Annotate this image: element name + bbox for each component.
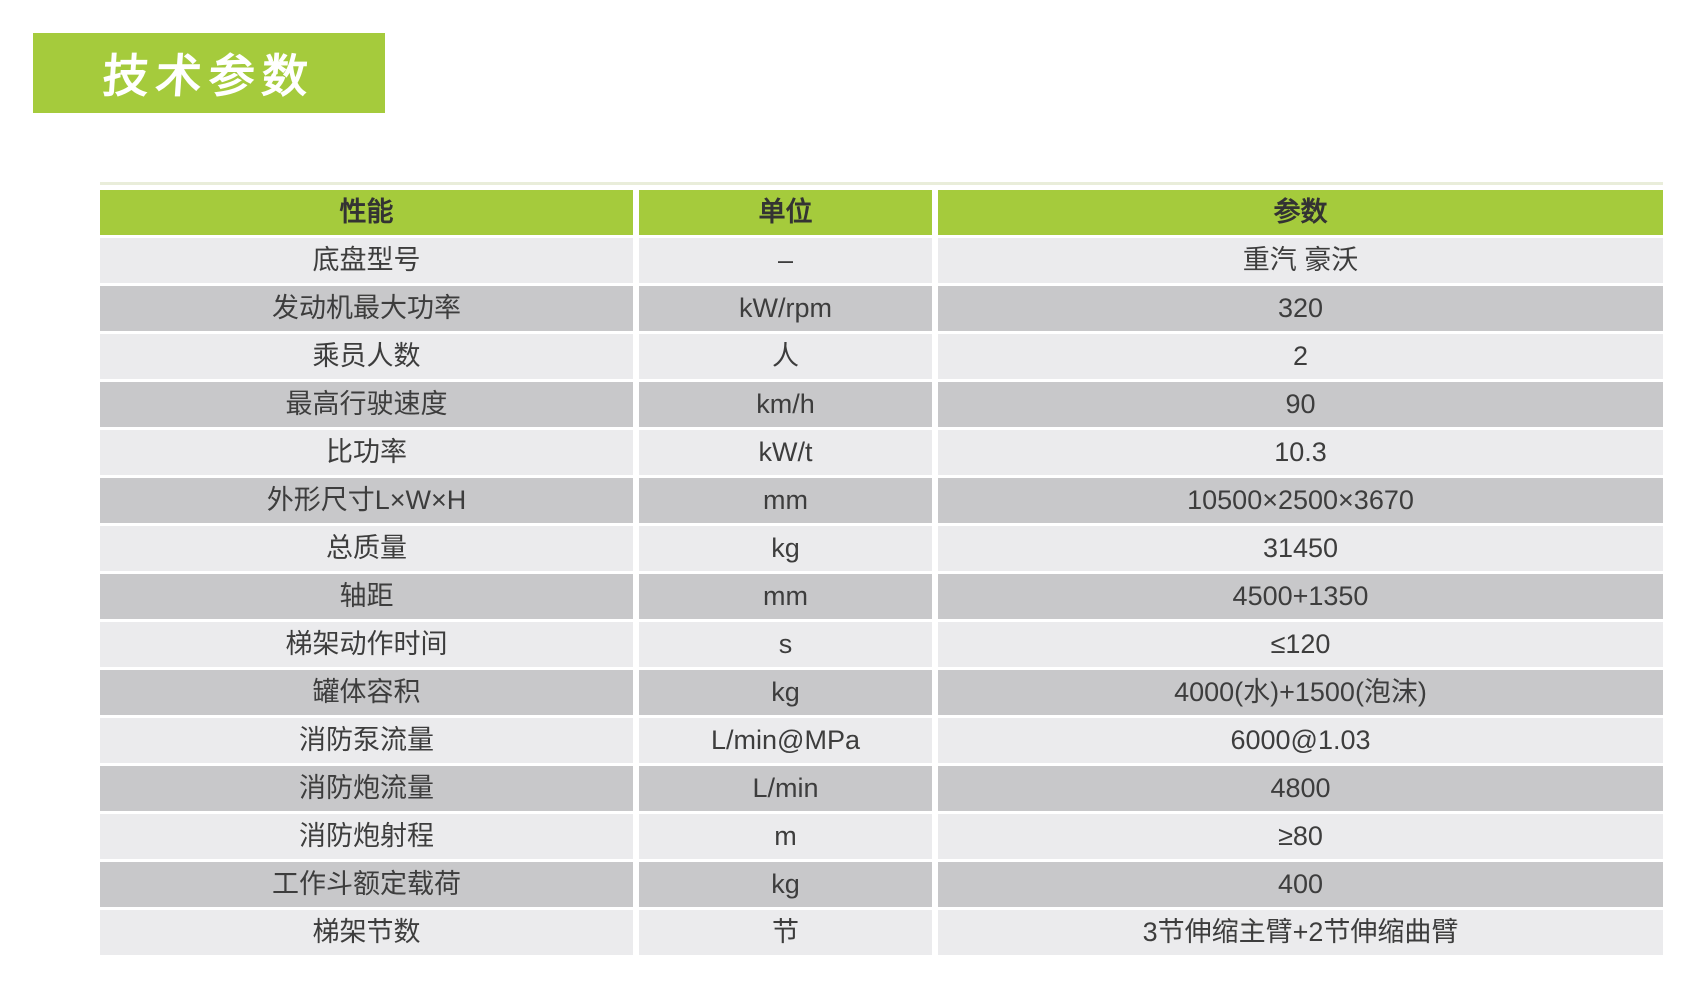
- row-name-cell: 乘员人数: [100, 334, 633, 379]
- row-unit-cell: –: [639, 238, 932, 283]
- row-value-cell: ≥80: [938, 814, 1663, 859]
- row-value-cell: 4500+1350: [938, 574, 1663, 619]
- row-unit-cell: kg: [639, 526, 932, 571]
- row-value-cell: 3节伸缩主臂+2节伸缩曲臂: [938, 910, 1663, 955]
- row-unit-cell: km/h: [639, 382, 932, 427]
- row-name-cell: 轴距: [100, 574, 633, 619]
- row-value-cell: ≤120: [938, 622, 1663, 667]
- row-value-cell: 90: [938, 382, 1663, 427]
- row-name-cell: 底盘型号: [100, 238, 633, 283]
- column-header-unit: 单位: [639, 190, 932, 235]
- row-unit-cell: L/min@MPa: [639, 718, 932, 763]
- table-top-rule: [100, 182, 1663, 185]
- row-value-cell: 6000@1.03: [938, 718, 1663, 763]
- row-value-cell: 10500×2500×3670: [938, 478, 1663, 523]
- row-unit-cell: kW/rpm: [639, 286, 932, 331]
- row-name-cell: 消防炮射程: [100, 814, 633, 859]
- row-name-cell: 罐体容积: [100, 670, 633, 715]
- row-value-cell: 31450: [938, 526, 1663, 571]
- row-name-cell: 工作斗额定载荷: [100, 862, 633, 907]
- row-unit-cell: kW/t: [639, 430, 932, 475]
- spec-table: 性能 单位 参数 底盘型号 – 重汽 豪沃发动机最大功率 kW/rpm 320 乘员人数人…: [100, 190, 1663, 955]
- row-value-cell: 重汽 豪沃: [938, 238, 1663, 283]
- row-value-cell: 4000(水)+1500(泡沫): [938, 670, 1663, 715]
- row-value-cell: 320: [938, 286, 1663, 331]
- row-value-cell: 2: [938, 334, 1663, 379]
- row-name-cell: 梯架动作时间: [100, 622, 633, 667]
- row-name-cell: 比功率: [100, 430, 633, 475]
- row-name-cell: 总质量: [100, 526, 633, 571]
- section-title-banner: 技术参数: [33, 33, 385, 113]
- row-name-cell: 发动机最大功率: [100, 286, 633, 331]
- column-header-performance: 性能: [100, 190, 633, 235]
- row-unit-cell: 人: [639, 334, 932, 379]
- row-name-cell: 梯架节数: [100, 910, 633, 955]
- row-unit-cell: kg: [639, 862, 932, 907]
- row-unit-cell: mm: [639, 574, 932, 619]
- row-name-cell: 消防泵流量: [100, 718, 633, 763]
- row-name-cell: 外形尺寸L×W×H: [100, 478, 633, 523]
- section-title: 技术参数: [100, 50, 317, 102]
- row-name-cell: 最高行驶速度: [100, 382, 633, 427]
- row-name-cell: 消防炮流量: [100, 766, 633, 811]
- column-header-parameter: 参数: [938, 190, 1663, 235]
- row-value-cell: 400: [938, 862, 1663, 907]
- row-unit-cell: m: [639, 814, 932, 859]
- row-value-cell: 10.3: [938, 430, 1663, 475]
- row-unit-cell: L/min: [639, 766, 932, 811]
- row-value-cell: 4800: [938, 766, 1663, 811]
- row-unit-cell: s: [639, 622, 932, 667]
- row-unit-cell: kg: [639, 670, 932, 715]
- row-unit-cell: 节: [639, 910, 932, 955]
- row-unit-cell: mm: [639, 478, 932, 523]
